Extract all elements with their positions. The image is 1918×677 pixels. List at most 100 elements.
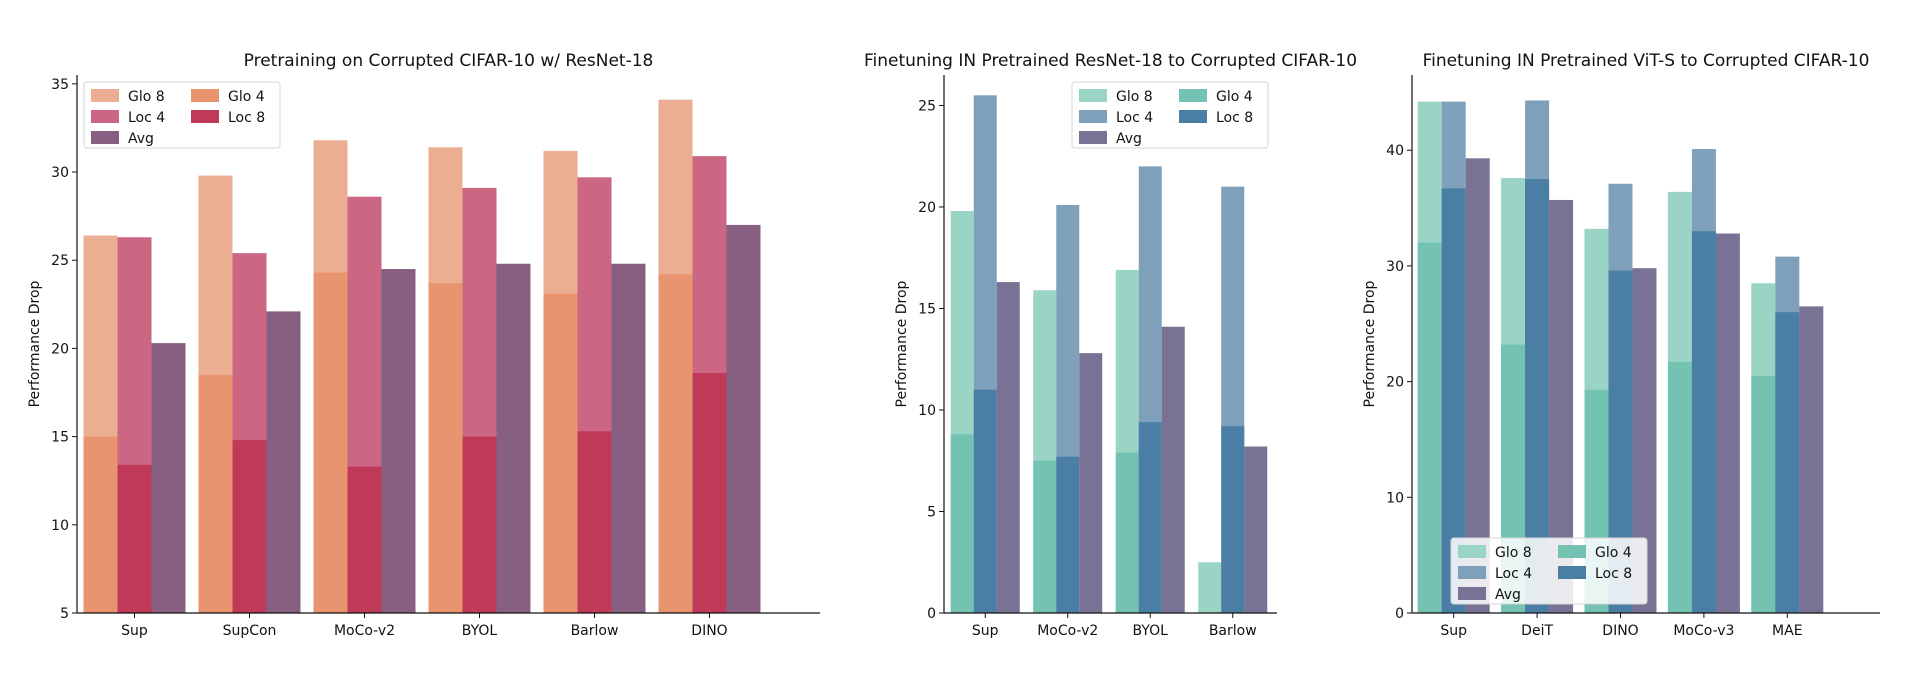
legend-label: Glo 8 (1495, 545, 1532, 561)
legend-swatch (1558, 566, 1586, 579)
y-axis-label: Performance Drop (1362, 280, 1378, 407)
y-tick-label: 35 (51, 77, 69, 93)
y-tick-label: 15 (918, 301, 936, 317)
legend-label: Glo 8 (128, 89, 165, 105)
legend-swatch (1558, 545, 1586, 558)
legend-label: Glo 4 (1595, 545, 1632, 561)
legend-label: Loc 4 (1495, 566, 1532, 582)
legend-label: Avg (128, 131, 154, 147)
legend-frame (83, 81, 281, 149)
y-tick-label: 20 (51, 341, 69, 357)
y-tick-label: 30 (1386, 259, 1404, 275)
bar-loc8-dino (692, 373, 727, 613)
bar-glo4-mocov2 (313, 272, 348, 613)
y-tick-label: 10 (1386, 490, 1404, 506)
bar-loc8-byol (462, 436, 497, 613)
y-tick-label: 10 (918, 403, 936, 419)
x-tick-label: Sup (121, 623, 148, 639)
x-tick-label: SupCon (223, 623, 277, 639)
x-tick-label: MAE (1772, 623, 1803, 639)
legend-label: Loc 4 (128, 110, 165, 126)
legend-label: Glo 4 (1216, 89, 1253, 105)
y-axis-label: Performance Drop (27, 280, 43, 407)
bars (1417, 100, 1824, 614)
legend-swatch (191, 89, 219, 102)
legend-swatch (1079, 110, 1107, 123)
bar-glo4-mae (1751, 375, 1776, 613)
legend-label: Loc 8 (1595, 566, 1632, 582)
bar-glo4-sup (1417, 242, 1442, 614)
y-tick-label: 30 (51, 165, 69, 181)
bar-loc8-sup (973, 389, 997, 613)
y-tick-label: 25 (918, 98, 936, 114)
bar-glo4-mocov3 (1667, 361, 1692, 613)
legend: Glo 8 Glo 4 Loc 4 Loc 8 Avg (1071, 81, 1269, 149)
bar-glo4-byol (1115, 452, 1139, 613)
x-tick-label: Sup (972, 623, 999, 639)
legend-frame (1450, 537, 1648, 605)
bar-glo4-supcon (198, 374, 233, 613)
chart-3: 0 10 20 30 40 Sup DeiT DINO MoCo-v3 MAE Finetuning… (1362, 51, 1880, 639)
bar-avg-byol (1161, 326, 1185, 613)
y-tick-label: 0 (927, 606, 936, 622)
bar-glo8-barlow (1198, 562, 1222, 613)
bar-loc8-mae (1775, 312, 1800, 613)
bar-avg-mocov2 (381, 269, 416, 613)
bar-avg-mocov2 (1079, 353, 1103, 613)
chart-title: Finetuning IN Pretrained ViT-S to Corrup… (1423, 51, 1870, 71)
legend-label: Avg (1116, 131, 1142, 147)
legend-swatch (91, 110, 119, 123)
bar-loc8-sup (117, 464, 152, 613)
y-tick-label: 20 (918, 200, 936, 216)
bar-loc8-mocov3 (1691, 231, 1716, 613)
bars (83, 99, 761, 614)
legend-swatch (1079, 131, 1107, 144)
x-tick-label: DINO (1602, 623, 1638, 639)
bar-glo4-sup (83, 436, 118, 613)
y-tick-label: 0 (1395, 606, 1404, 622)
legend-label: Glo 8 (1116, 89, 1153, 105)
legend-label: Loc 4 (1116, 110, 1153, 126)
x-tick-label: BYOL (462, 623, 498, 639)
bar-glo4-sup (950, 434, 974, 613)
bar-glo4-dino (658, 274, 693, 613)
bar-avg-barlow (1244, 446, 1268, 613)
bar-avg-sup (1465, 158, 1490, 613)
legend-label: Avg (1495, 587, 1521, 603)
bar-loc8-barlow (577, 431, 612, 613)
x-tick-label: DINO (691, 623, 727, 639)
x-tick-label: Sup (1440, 623, 1467, 639)
y-tick-label: 40 (1386, 143, 1404, 159)
bars (950, 95, 1268, 614)
bar-glo4-barlow (543, 293, 578, 613)
x-tick-label: MoCo-v2 (334, 623, 395, 639)
legend-label: Loc 8 (228, 110, 265, 126)
chart-title: Finetuning IN Pretrained ResNet-18 to Co… (864, 51, 1357, 71)
legend-swatch (1179, 89, 1207, 102)
legend-swatch (1458, 545, 1486, 558)
legend-swatch (91, 131, 119, 144)
bar-glo4-byol (428, 283, 463, 613)
bar-loc8-mocov2 (347, 466, 382, 613)
legend-frame (1071, 81, 1269, 149)
bar-avg-byol (496, 263, 531, 613)
bar-loc8-supcon (232, 440, 267, 613)
chart-2: 0 5 10 15 20 25 Sup MoCo-v2 BYOL Barlow Finetuning… (864, 51, 1357, 639)
y-tick-label: 15 (51, 430, 69, 446)
y-axis-label: Performance Drop (894, 280, 910, 407)
y-tick-label: 5 (927, 504, 936, 520)
bar-avg-sup (996, 282, 1020, 613)
legend-swatch (1079, 89, 1107, 102)
y-tick-label: 25 (51, 253, 69, 269)
bar-avg-supcon (266, 311, 301, 613)
legend: Glo 8 Glo 4 Loc 4 Loc 8 Avg (83, 81, 281, 149)
legend-swatch (1458, 566, 1486, 579)
bar-avg-mocov3 (1715, 233, 1740, 614)
legend: Glo 8 Glo 4 Loc 4 Loc 8 Avg (1450, 537, 1648, 605)
bar-loc8-barlow (1221, 426, 1245, 613)
bar-avg-dino (726, 224, 761, 613)
x-tick-label: MoCo-v2 (1037, 623, 1098, 639)
x-tick-label: Barlow (571, 623, 619, 639)
x-tick-label: BYOL (1133, 623, 1169, 639)
